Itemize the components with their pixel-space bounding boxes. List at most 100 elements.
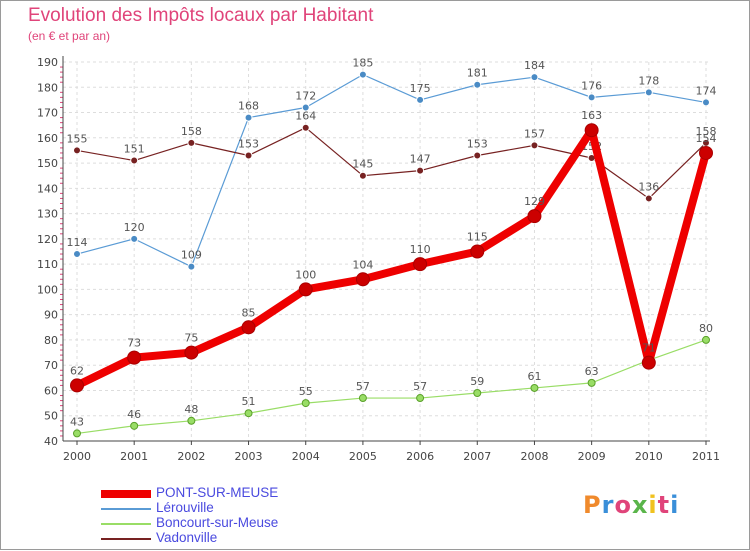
- data-point: [644, 88, 653, 97]
- data-point: [702, 98, 710, 107]
- x-tick-label: 2006: [406, 450, 434, 463]
- data-label: 158: [696, 125, 717, 138]
- data-point: [130, 421, 139, 430]
- data-label: 104: [352, 258, 373, 271]
- data-point: [358, 171, 367, 180]
- legend-swatch: [101, 508, 151, 510]
- proxiti-logo: Proxiti: [583, 491, 680, 519]
- data-label: 168: [238, 100, 259, 113]
- y-tick-label: 50: [44, 410, 58, 423]
- y-tick-label: 150: [37, 157, 58, 170]
- data-point: [584, 123, 599, 138]
- data-label: 114: [67, 236, 88, 249]
- chart-subtitle: (en € et par an): [28, 29, 111, 43]
- data-label: 176: [581, 79, 602, 92]
- data-point: [73, 146, 81, 155]
- data-point: [130, 156, 139, 165]
- data-label: 59: [470, 375, 484, 388]
- data-point: [187, 416, 196, 425]
- data-label: 154: [696, 132, 717, 145]
- data-label: 57: [356, 380, 370, 393]
- data-label: 100: [295, 268, 316, 281]
- y-tick-label: 180: [37, 81, 58, 94]
- y-tick-label: 70: [44, 359, 58, 372]
- data-label: 175: [410, 82, 431, 95]
- data-label: 155: [67, 132, 88, 145]
- data-label: 63: [585, 365, 599, 378]
- data-label: 109: [181, 249, 202, 262]
- data-label: 62: [70, 364, 84, 377]
- data-point: [244, 151, 253, 160]
- data-point: [301, 123, 310, 132]
- data-label: 57: [413, 380, 427, 393]
- y-tick-label: 160: [37, 132, 58, 145]
- data-point: [298, 282, 313, 297]
- legend-swatch: [101, 523, 151, 525]
- data-label: 46: [127, 408, 141, 421]
- data-label: 172: [295, 89, 316, 102]
- data-point: [530, 141, 539, 150]
- data-point: [355, 272, 370, 287]
- data-point: [413, 257, 428, 272]
- data-label: 73: [127, 337, 141, 350]
- data-point: [301, 103, 310, 112]
- data-label: 174: [696, 84, 717, 97]
- data-label: 151: [124, 143, 145, 156]
- data-label: 129: [524, 195, 545, 208]
- y-tick-label: 120: [37, 233, 58, 246]
- x-tick-label: 2010: [635, 450, 663, 463]
- legend-label: Lérouville: [156, 500, 214, 515]
- data-label: 178: [638, 74, 659, 87]
- data-point: [641, 355, 656, 370]
- data-label: 71: [642, 342, 656, 355]
- series-line-2: [76, 339, 707, 435]
- data-label: 136: [638, 180, 659, 193]
- data-label: 184: [524, 59, 545, 72]
- data-point: [244, 113, 253, 122]
- data-label: 147: [410, 153, 431, 166]
- x-tick-label: 2001: [120, 450, 148, 463]
- data-label: 75: [184, 332, 198, 345]
- data-point: [530, 73, 539, 82]
- legend-label: Vadonville: [156, 530, 218, 545]
- data-point: [73, 250, 81, 259]
- data-label: 153: [238, 137, 259, 150]
- data-point: [127, 350, 142, 365]
- data-point: [530, 383, 539, 392]
- data-point: [416, 95, 425, 104]
- y-tick-label: 130: [37, 208, 58, 221]
- data-label: 61: [527, 370, 541, 383]
- legend-label: Boncourt-sur-Meuse: [156, 515, 279, 530]
- data-label: 110: [410, 243, 431, 256]
- data-point: [301, 399, 310, 408]
- series-line-0: [73, 126, 710, 390]
- data-point: [358, 70, 367, 79]
- data-point: [699, 145, 713, 160]
- data-point: [527, 209, 542, 224]
- x-tick-label: 2004: [292, 450, 320, 463]
- y-tick-label: 80: [44, 334, 58, 347]
- data-point: [130, 234, 139, 243]
- y-tick-label: 110: [37, 258, 58, 271]
- data-point: [241, 320, 256, 335]
- data-label: 153: [467, 137, 488, 150]
- data-label: 48: [184, 403, 198, 416]
- data-point: [416, 166, 425, 175]
- data-label: 85: [242, 306, 256, 319]
- chart-title: Evolution des Impôts locaux par Habitant: [28, 5, 374, 26]
- data-label: 185: [352, 57, 373, 70]
- legend-label: PONT-SUR-MEUSE: [156, 485, 279, 500]
- data-point: [187, 262, 196, 271]
- legend-swatch: [101, 490, 151, 498]
- y-tick-label: 90: [44, 309, 58, 322]
- y-tick-label: 190: [37, 56, 58, 69]
- data-point: [416, 394, 425, 403]
- x-tick-label: 2002: [177, 450, 205, 463]
- data-label: 181: [467, 67, 488, 80]
- data-point: [358, 394, 367, 403]
- legend-swatch: [101, 538, 151, 540]
- data-point: [473, 388, 482, 397]
- data-label: 51: [242, 395, 256, 408]
